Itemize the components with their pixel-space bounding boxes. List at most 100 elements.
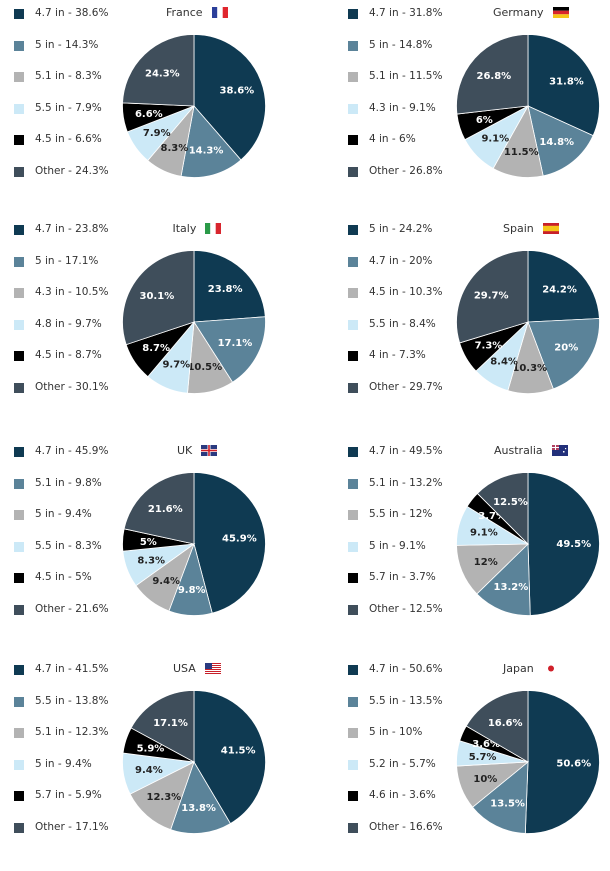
data-label: 7.3%	[475, 341, 503, 352]
legend-swatch	[14, 72, 24, 83]
legend-label: Other - 12.5%	[369, 602, 443, 615]
data-label: 24.2%	[542, 284, 577, 295]
data-label: 9.7%	[162, 360, 190, 371]
data-label: 10%	[473, 774, 497, 785]
legend-label: 5 in - 9.4%	[35, 757, 92, 770]
legend-item: 5.5 in - 7.9%	[14, 102, 109, 134]
legend-label: 4.3 in - 9.1%	[369, 101, 436, 114]
spain-flag-icon	[542, 223, 559, 234]
legend-swatch	[14, 40, 24, 51]
chart-title: Germany	[493, 6, 544, 19]
legend-label: 5.1 in - 9.8%	[35, 476, 102, 489]
usa-flag-icon	[204, 663, 221, 674]
legend-item: 4.7 in - 23.8%	[14, 223, 109, 255]
pie-chart: 38.6% 14.3%8.3% 7.9% 6.6% 24.3%	[122, 34, 266, 178]
data-label: 29.7%	[474, 290, 509, 301]
pie-slice-other	[122, 250, 195, 346]
pie-slice-other	[465, 690, 529, 763]
legend-swatch	[14, 382, 24, 393]
legend-item: Other - 24.3%	[14, 165, 109, 197]
legend-swatch	[14, 319, 24, 330]
legend-swatch	[14, 478, 24, 489]
pie-slice-5-in	[527, 105, 594, 177]
data-label: 5.7%	[469, 752, 497, 763]
pie-slice-other	[456, 34, 529, 115]
legend-swatch	[14, 665, 24, 675]
data-label: 17.1%	[218, 338, 253, 349]
legend-item: 4 in - 7.3%	[348, 349, 443, 381]
legend-swatch	[348, 541, 358, 552]
legend-label: 5.5 in - 12%	[369, 508, 433, 521]
pie-slice-5-in	[527, 250, 600, 323]
pie-panel-italy: 4.7 in - 23.8% 5 in - 17.1% 4.3 in - 10.5%…	[0, 216, 305, 431]
data-label: 12.3%	[146, 792, 181, 803]
pie-slice-5-in	[193, 316, 266, 383]
legend: 4.7 in - 49.5% 5.1 in - 13.2% 5.5 in - 12%…	[348, 445, 443, 635]
legend-label: 4.7 in - 49.5%	[369, 445, 443, 457]
legend-item: 5.7 in - 3.7%	[348, 571, 443, 603]
data-label: 5%	[140, 537, 157, 548]
legend-label: 5.5 in - 7.9%	[35, 101, 102, 114]
australia-flag-icon	[551, 445, 568, 456]
legend-item: 5.5 in - 8.3%	[14, 540, 109, 572]
pie-slice-other	[123, 472, 195, 545]
legend-item: 4.3 in - 10.5%	[14, 286, 109, 318]
legend-swatch	[348, 135, 358, 146]
legend-item: 4.5 in - 10.3%	[348, 286, 443, 318]
legend-item: 4.7 in - 41.5%	[14, 663, 109, 695]
legend-item: 4.7 in - 31.8%	[348, 7, 443, 39]
legend-label: 5.1 in - 8.3%	[35, 70, 102, 83]
legend-label: 4.6 in - 3.6%	[369, 789, 436, 802]
legend-swatch	[14, 510, 24, 521]
legend-label: Other - 24.3%	[35, 164, 109, 177]
pie-slice-4-7-in	[524, 690, 600, 834]
pie-chart: 41.5% 13.8%12.3% 9.4% 5.9% 17.1%	[122, 690, 266, 834]
pie-chart: 23.8% 17.1% 10.5%9.7% 8.7% 30.1%	[122, 250, 266, 394]
chart-title: USA	[173, 662, 196, 675]
legend-item: 4.7 in - 38.6%	[14, 7, 109, 39]
legend-item: Other - 16.6%	[348, 821, 443, 853]
legend-swatch	[14, 604, 24, 615]
legend-swatch	[348, 9, 358, 19]
legend-label: 5.1 in - 11.5%	[369, 70, 443, 83]
data-label: 3.7%	[478, 511, 506, 522]
legend-swatch	[14, 822, 24, 833]
legend-label: Other - 17.1%	[35, 820, 109, 833]
legend-label: 4.7 in - 50.6%	[369, 663, 443, 675]
data-label: 6.6%	[135, 109, 163, 120]
legend-swatch	[348, 696, 358, 707]
legend-label: 4.5 in - 5%	[35, 571, 92, 584]
legend-item: Other - 26.8%	[348, 165, 443, 197]
data-label: 31.8%	[549, 77, 584, 88]
chart-title-row: USA	[173, 662, 221, 675]
pie-slice-other	[456, 250, 529, 344]
pie-panel-uk: 4.7 in - 45.9% 5.1 in - 9.8% 5 in - 9.4% 5.…	[0, 438, 305, 653]
legend: 5 in - 24.2% 4.7 in - 20% 4.5 in - 10.3% 5.…	[348, 223, 443, 413]
legend-item: 5 in - 10%	[348, 726, 443, 758]
pie-panel-spain: 5 in - 24.2% 4.7 in - 20% 4.5 in - 10.3% 5.…	[334, 216, 610, 431]
legend-item: 5.5 in - 12%	[348, 508, 443, 540]
data-label: 41.5%	[221, 745, 256, 756]
legend-item: 5 in - 9.4%	[14, 758, 109, 790]
legend-swatch	[348, 40, 358, 51]
legend-item: 5.1 in - 9.8%	[14, 477, 109, 509]
legend-item: 5.5 in - 13.5%	[348, 695, 443, 727]
legend-label: 5.1 in - 13.2%	[369, 476, 443, 489]
legend-item: 4.7 in - 45.9%	[14, 445, 109, 477]
legend-label: 5.5 in - 8.4%	[369, 317, 436, 330]
legend: 4.7 in - 23.8% 5 in - 17.1% 4.3 in - 10.5%…	[14, 223, 109, 413]
data-label: 9.4%	[135, 765, 163, 776]
legend-swatch	[348, 665, 358, 675]
germany-flag-icon	[552, 7, 569, 18]
data-label: 12.5%	[493, 497, 528, 508]
data-label: 8.3%	[137, 556, 165, 567]
legend-swatch	[14, 791, 24, 802]
legend-swatch	[14, 9, 24, 19]
legend-label: Other - 16.6%	[369, 820, 443, 833]
legend-item: 5 in - 9.1%	[348, 540, 443, 572]
legend-label: Other - 30.1%	[35, 380, 109, 393]
data-label: 20%	[554, 343, 578, 354]
chart-title: Spain	[503, 222, 534, 235]
legend-label: 4 in - 6%	[369, 133, 416, 146]
data-label: 13.5%	[490, 798, 525, 809]
